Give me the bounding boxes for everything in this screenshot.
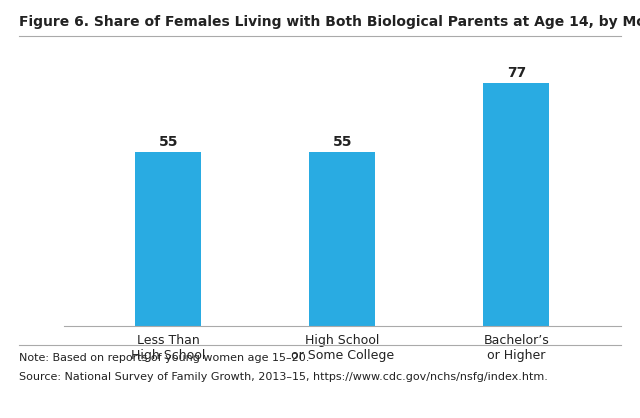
Bar xyxy=(309,152,376,326)
Text: Figure 6. Share of Females Living with Both Biological Parents at Age 14, by Mot: Figure 6. Share of Females Living with B… xyxy=(19,15,640,28)
Text: 55: 55 xyxy=(159,135,178,149)
Text: 55: 55 xyxy=(333,135,352,149)
Text: 77: 77 xyxy=(507,66,526,80)
Text: Source: National Survey of Family Growth, 2013–15, https://www.cdc.gov/nchs/nsfg: Source: National Survey of Family Growth… xyxy=(19,372,548,382)
Bar xyxy=(483,83,550,326)
Bar xyxy=(135,152,202,326)
Text: Note: Based on reports of young women age 15–20.: Note: Based on reports of young women ag… xyxy=(19,353,310,363)
